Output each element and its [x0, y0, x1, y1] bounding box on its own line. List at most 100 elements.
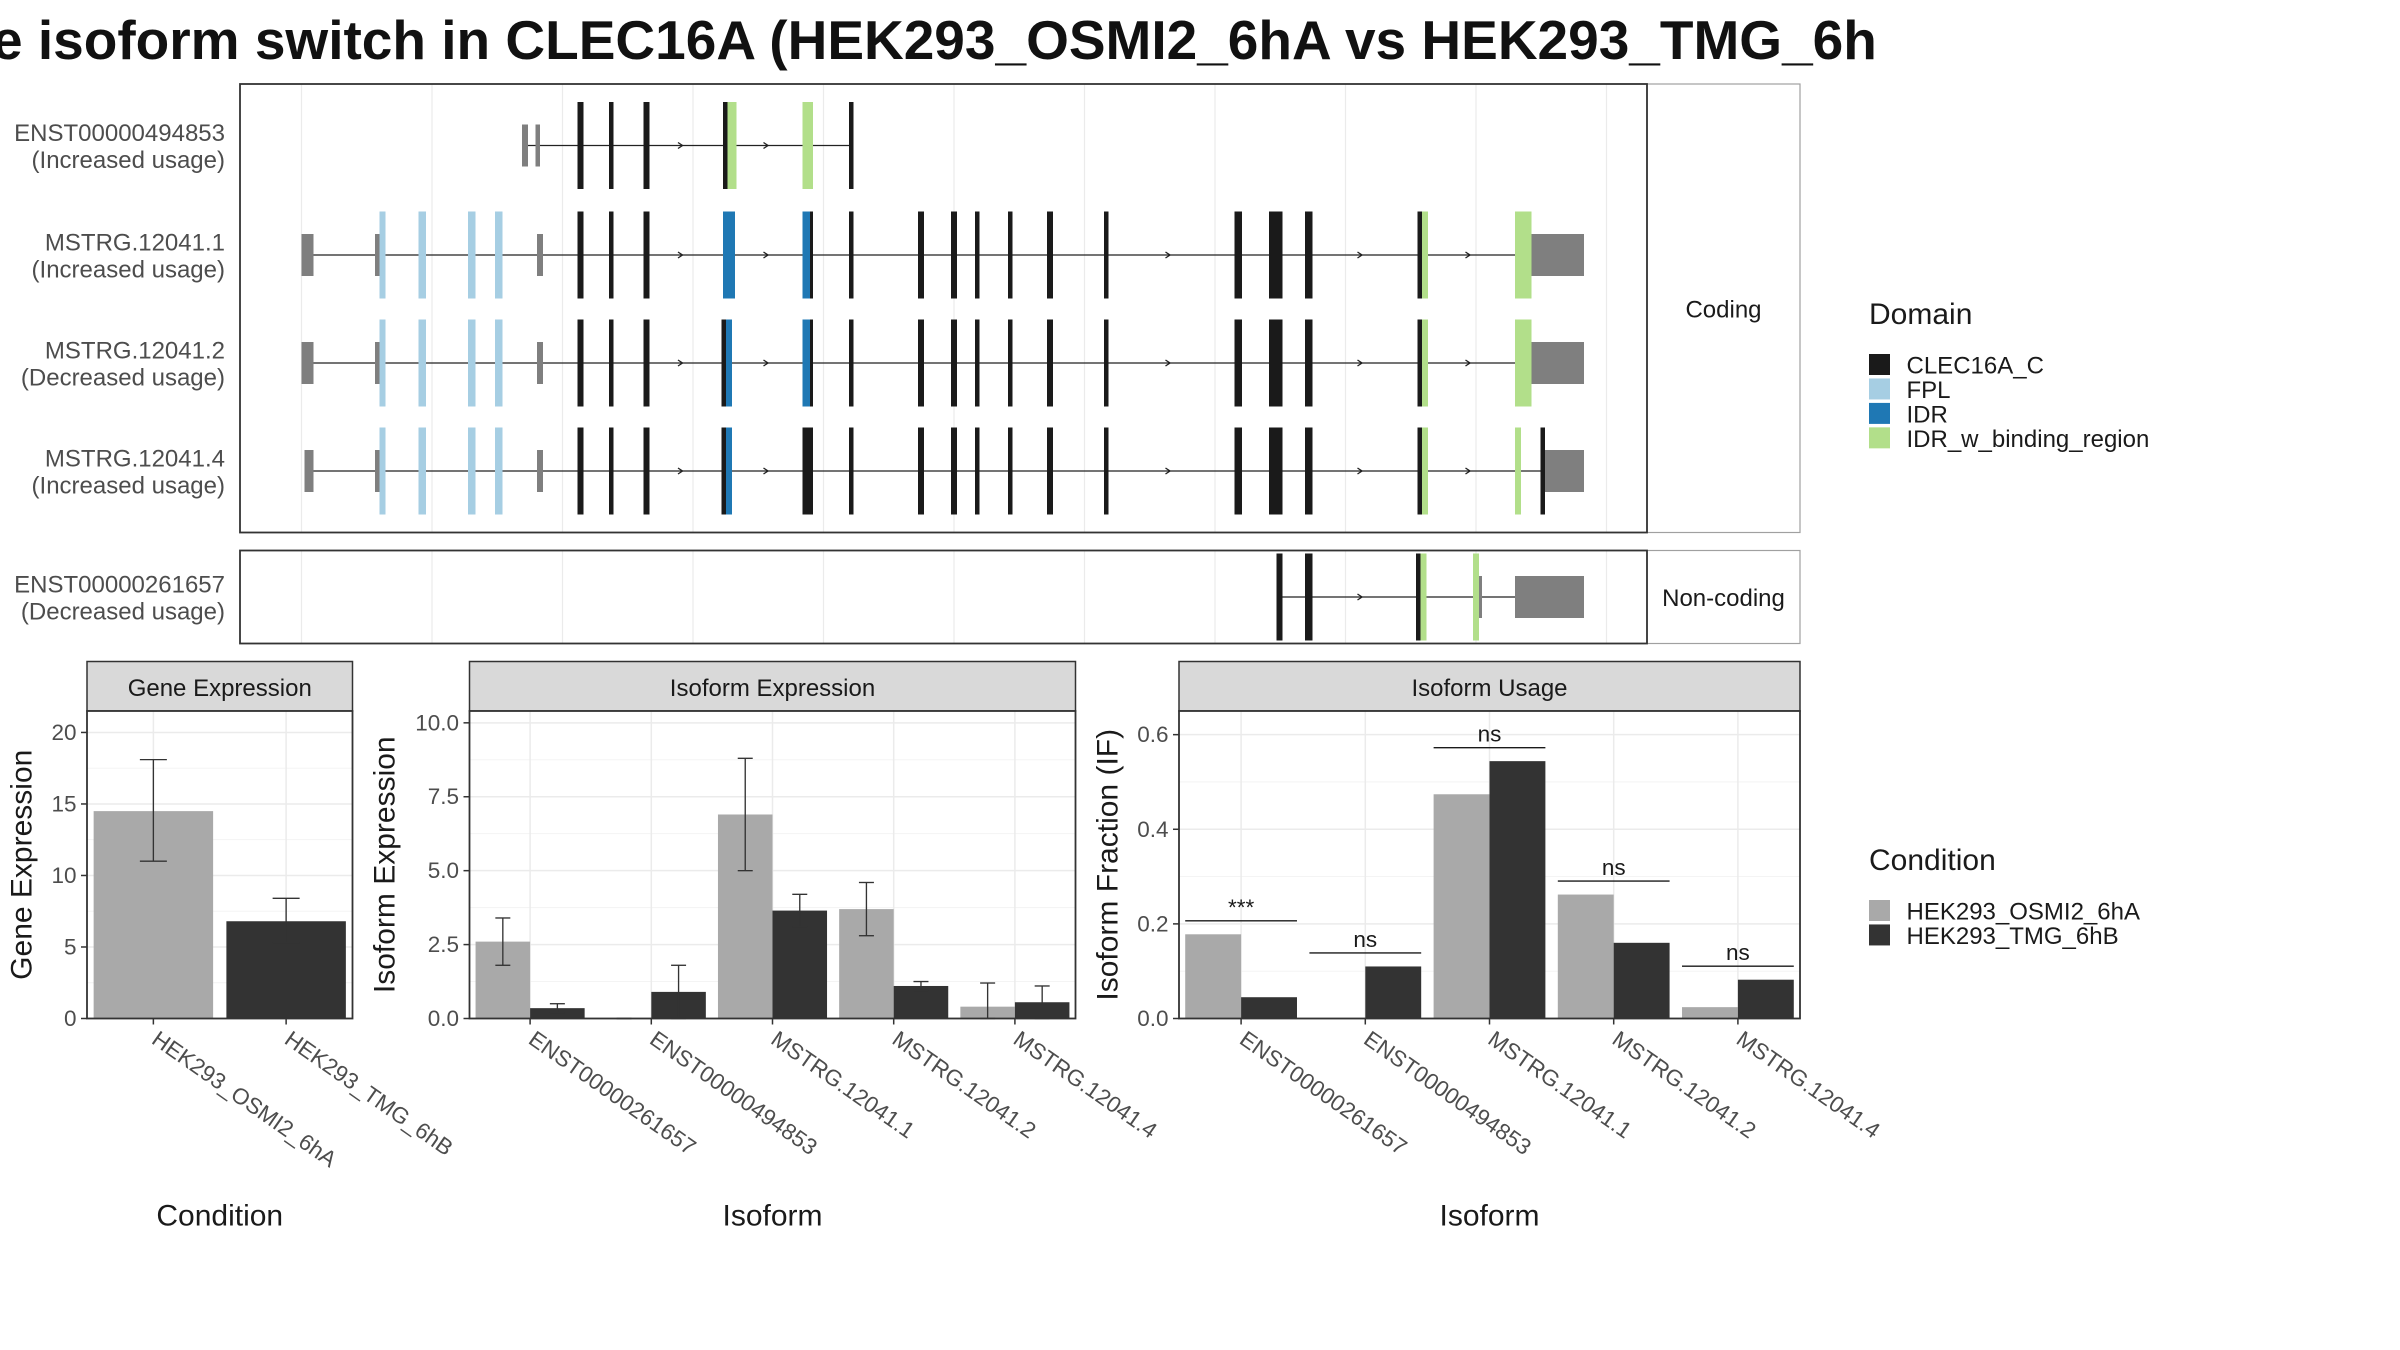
exon-domain-block [1305, 211, 1313, 299]
exon-domain-block [1269, 211, 1283, 299]
exon-domain-block [1008, 319, 1013, 407]
transcript-usage: (Decreased usage) [21, 599, 225, 626]
exon-domain-block [1305, 319, 1313, 407]
exon-domain-block [643, 102, 650, 189]
utr-block [1479, 576, 1482, 618]
chart-strip [86, 660, 354, 712]
facet-strip [1646, 549, 1801, 645]
exon-domain-block [975, 211, 980, 299]
y-tick-label: 7.5 [428, 784, 459, 809]
condition-legend-swatch [1869, 900, 1890, 921]
exon-domain-block [1234, 211, 1242, 299]
y-axis-title: Isoform Expression [369, 736, 402, 993]
utr-block [375, 450, 380, 492]
domain-legend-swatch [1869, 427, 1890, 449]
exon-domain-block [1104, 319, 1109, 407]
y-tick-label: 0.0 [428, 1006, 459, 1031]
exon-domain-block [1269, 427, 1283, 515]
utr-block [1515, 576, 1584, 618]
exon-domain-block [468, 319, 476, 407]
exon-domain-block [1008, 211, 1013, 299]
exon-domain-block [1104, 211, 1109, 299]
bar [1557, 894, 1614, 1019]
exon-domain-block [495, 427, 503, 515]
exon-domain-block [1047, 319, 1053, 407]
facet-label: Non-coding [1662, 585, 1785, 612]
exon-domain-block [379, 211, 386, 299]
figure-title: e isoform switch in CLEC16A (HEK293_OSMI… [0, 9, 1877, 71]
strand-arrow [677, 251, 684, 259]
exon-domain-block [1305, 553, 1313, 641]
bar [530, 1008, 585, 1019]
exon-domain-block [468, 427, 476, 515]
exon-domain-block [802, 211, 810, 299]
y-tick-label: 2.5 [428, 932, 459, 957]
exon-domain-block [727, 102, 737, 189]
transcript-id: ENST00000494853 [14, 120, 225, 147]
exon-domain-block [1515, 319, 1532, 407]
bar [1682, 1007, 1738, 1019]
exon-domain-block [726, 319, 732, 407]
exon-domain-block [643, 427, 650, 515]
y-tick-label: 0.2 [1137, 911, 1168, 936]
x-axis-title: Condition [156, 1200, 283, 1233]
strand-arrow [1465, 467, 1472, 475]
exon-domain-block [1417, 211, 1422, 299]
exon-domain-block [1417, 319, 1422, 407]
transcript-id: MSTRG.12041.2 [45, 338, 225, 365]
exon-domain-block [495, 211, 503, 299]
exon-domain-block [418, 211, 426, 299]
exon-domain-block [468, 211, 476, 299]
utr-block [522, 124, 528, 167]
y-tick-label: 10 [51, 863, 76, 888]
exon-domain-block [849, 427, 854, 515]
transcript-panel-border [239, 83, 1648, 534]
exon-domain-block [1417, 427, 1422, 515]
strand-arrow [763, 141, 770, 150]
significance-label: ns [1478, 722, 1502, 747]
condition-legend-label: HEK293_OSMI2_6hA [1907, 899, 2140, 926]
strand-arrow [677, 141, 684, 150]
chart-strip [1178, 660, 1801, 712]
exon-domain-block [721, 319, 726, 407]
strand-arrow [763, 359, 770, 367]
y-tick-label: 20 [51, 720, 76, 745]
exon-domain-block [577, 211, 584, 299]
exon-domain-block [951, 319, 957, 407]
exon-domain-block [975, 319, 980, 407]
exon-domain-block [1540, 427, 1545, 515]
transcript-panel-border [239, 549, 1648, 645]
exon-domain-block [849, 102, 854, 189]
utr-block [304, 450, 314, 492]
strand-arrow [1357, 593, 1364, 601]
exon-domain-block [723, 102, 728, 189]
exon-domain-block [609, 211, 614, 299]
utr-block [301, 234, 314, 276]
exon-domain-block [577, 427, 584, 515]
transcript-usage: (Increased usage) [32, 473, 225, 500]
bar [893, 985, 949, 1019]
exon-domain-block [418, 319, 426, 407]
exon-domain-block [810, 319, 813, 407]
domain-legend-swatch [1869, 354, 1890, 375]
exon-domain-block [849, 319, 854, 407]
chart-plot-border [86, 710, 354, 1020]
transcript-usage: (Decreased usage) [21, 365, 225, 392]
exon-domain-block [609, 427, 614, 515]
strand-arrow [763, 467, 770, 475]
y-tick-label: 5 [64, 934, 77, 959]
significance-label: ns [1726, 940, 1750, 965]
bar [1737, 979, 1794, 1019]
domain-legend-label: IDR_w_binding_region [1907, 426, 2150, 453]
bar [1241, 997, 1297, 1019]
exon-domain-block [1416, 553, 1421, 641]
chart-title: Isoform Usage [1411, 675, 1567, 702]
y-tick-label: 10.0 [415, 710, 459, 735]
exon-domain-block [726, 427, 732, 515]
strand-arrow [1165, 467, 1172, 475]
exon-domain-block [418, 427, 426, 515]
utr-block [1531, 234, 1584, 276]
condition-legend-title: Condition [1869, 844, 1996, 877]
x-axis-title: Isoform [1439, 1200, 1539, 1233]
y-tick-label: 5.0 [428, 858, 459, 883]
